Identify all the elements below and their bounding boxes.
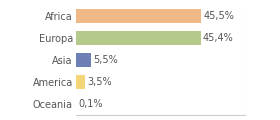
Text: 0,1%: 0,1%	[78, 99, 102, 109]
Bar	[76, 31, 201, 45]
Bar	[76, 75, 85, 89]
Text: 45,5%: 45,5%	[203, 11, 234, 21]
Text: 3,5%: 3,5%	[87, 77, 112, 87]
Text: 5,5%: 5,5%	[93, 55, 118, 65]
Bar	[76, 53, 91, 67]
Text: 45,4%: 45,4%	[203, 33, 234, 43]
Bar	[76, 9, 201, 23]
